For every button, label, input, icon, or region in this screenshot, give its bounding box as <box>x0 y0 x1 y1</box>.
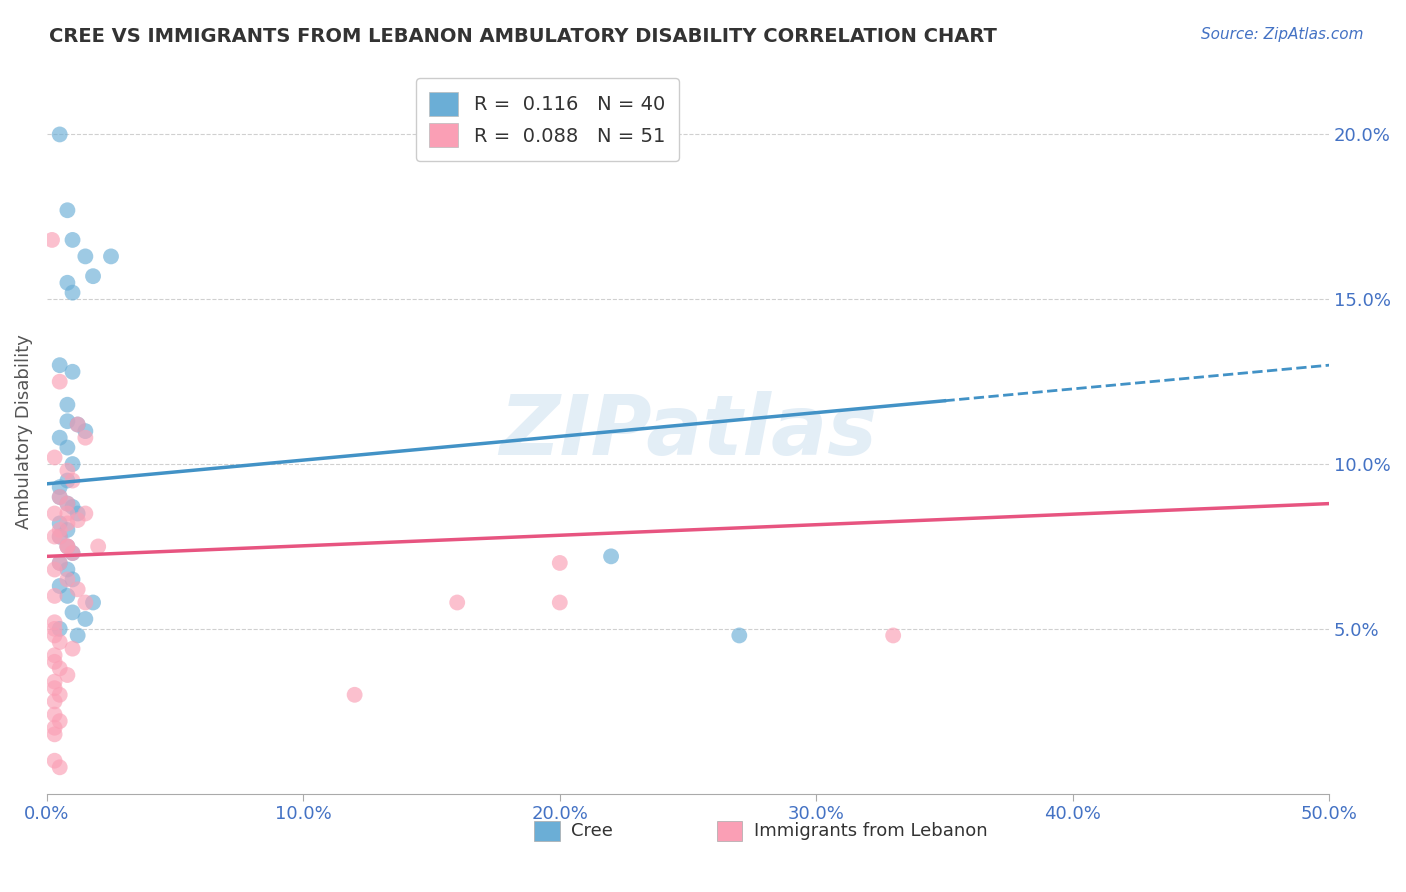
Point <box>62 474 84 488</box>
Point <box>56 540 79 554</box>
Point <box>82 595 104 609</box>
Point <box>44 507 66 521</box>
Point <box>56 668 79 682</box>
Point <box>48 530 70 544</box>
Point <box>48 556 70 570</box>
Point <box>75 431 97 445</box>
Point <box>44 562 66 576</box>
Point <box>48 530 70 544</box>
Point <box>343 688 366 702</box>
Point <box>56 203 79 218</box>
Legend: R =  0.116   N = 40, R =  0.088   N = 51: R = 0.116 N = 40, R = 0.088 N = 51 <box>416 78 679 161</box>
Point <box>44 628 66 642</box>
Point <box>44 530 66 544</box>
Point <box>44 450 66 465</box>
Point <box>87 540 110 554</box>
Point <box>62 500 84 514</box>
Point <box>62 573 84 587</box>
Point <box>44 727 66 741</box>
Point <box>44 707 66 722</box>
Text: Immigrants from Lebanon: Immigrants from Lebanon <box>754 822 987 840</box>
Point <box>56 523 79 537</box>
Point <box>82 269 104 284</box>
Point <box>41 233 63 247</box>
Point <box>48 490 70 504</box>
Point <box>56 507 79 521</box>
Point <box>44 655 66 669</box>
Point <box>48 516 70 531</box>
Point <box>56 540 79 554</box>
Point <box>62 641 84 656</box>
Point <box>66 628 89 642</box>
Point <box>48 635 70 649</box>
Point <box>75 424 97 438</box>
Point <box>62 546 84 560</box>
Point <box>48 480 70 494</box>
Point <box>44 648 66 663</box>
Text: ZIPatlas: ZIPatlas <box>499 391 877 472</box>
Point <box>48 358 70 372</box>
Point <box>44 721 66 735</box>
Point <box>600 549 623 564</box>
Point <box>56 562 79 576</box>
Point <box>56 573 79 587</box>
Point <box>446 595 468 609</box>
Point <box>728 628 751 642</box>
Point <box>75 507 97 521</box>
Point <box>66 507 89 521</box>
Point <box>48 579 70 593</box>
Point <box>75 595 97 609</box>
Point <box>56 441 79 455</box>
Point <box>56 497 79 511</box>
Point <box>56 497 79 511</box>
Point <box>48 714 70 728</box>
Point <box>56 540 79 554</box>
Point <box>48 622 70 636</box>
Point <box>62 546 84 560</box>
Point <box>48 661 70 675</box>
Y-axis label: Ambulatory Disability: Ambulatory Disability <box>15 334 32 529</box>
Point <box>56 398 79 412</box>
Point <box>548 556 571 570</box>
Text: Source: ZipAtlas.com: Source: ZipAtlas.com <box>1201 27 1364 42</box>
Point <box>62 365 84 379</box>
Point <box>44 674 66 689</box>
Point <box>48 523 70 537</box>
Point <box>66 417 89 432</box>
Point <box>66 417 89 432</box>
Point <box>66 582 89 597</box>
Point <box>44 615 66 630</box>
Point <box>62 457 84 471</box>
Point <box>48 375 70 389</box>
Point <box>44 589 66 603</box>
Point <box>100 249 122 263</box>
Point <box>44 754 66 768</box>
Text: Cree: Cree <box>571 822 613 840</box>
Point <box>48 688 70 702</box>
Point <box>75 612 97 626</box>
Point <box>48 490 70 504</box>
Point <box>48 128 70 142</box>
Point <box>44 681 66 696</box>
Point <box>882 628 904 642</box>
Point <box>56 414 79 428</box>
Point <box>56 276 79 290</box>
Point <box>62 285 84 300</box>
Point <box>56 464 79 478</box>
Point <box>62 606 84 620</box>
Point <box>48 431 70 445</box>
Point <box>75 249 97 263</box>
Point <box>56 589 79 603</box>
Point <box>56 516 79 531</box>
Point <box>548 595 571 609</box>
Point <box>44 622 66 636</box>
Text: CREE VS IMMIGRANTS FROM LEBANON AMBULATORY DISABILITY CORRELATION CHART: CREE VS IMMIGRANTS FROM LEBANON AMBULATO… <box>49 27 997 45</box>
Point <box>66 513 89 527</box>
Point <box>56 474 79 488</box>
Point <box>48 760 70 774</box>
Point <box>48 556 70 570</box>
Point <box>62 233 84 247</box>
Point <box>44 694 66 708</box>
